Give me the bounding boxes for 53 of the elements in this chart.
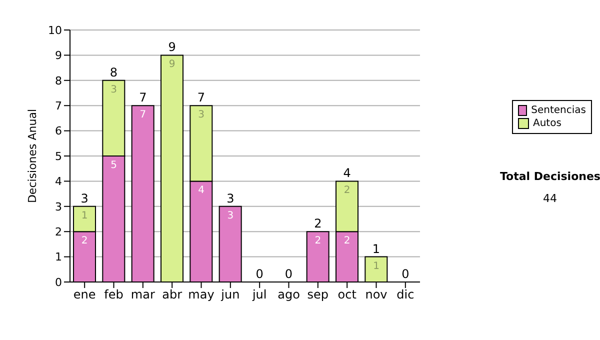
data-label: 4 [198,185,204,196]
x-tick-label: dic [396,288,414,302]
y-tick-label: 0 [55,276,62,289]
data-label: 1 [373,260,380,272]
total-label: 3 [80,191,88,206]
total-label: 9 [168,40,176,54]
y-tick-label: 9 [55,49,62,62]
data-label: 2 [344,185,350,196]
total-label: 7 [139,90,147,105]
y-tick-label: 6 [55,124,62,138]
y-axis-title: Decisiones Anual [26,108,39,204]
data-label: 2 [81,236,88,247]
x-tick-label: ago [278,288,300,302]
data-label: 9 [168,59,176,70]
y-tick-label: 4 [55,175,62,188]
total-label: 8 [110,65,118,80]
total-label: 3 [226,191,234,206]
x-tick-label: nov [365,288,388,302]
y-tick-label: 5 [55,150,62,163]
x-tick-label: jul [251,288,267,302]
text: Total Decisiones [500,170,600,183]
data-label: 7 [140,110,146,121]
total-label: 0 [402,267,410,281]
legend-label: Autos [533,117,562,130]
y-tick-label: 8 [55,74,62,88]
x-tick-label: sep [307,288,329,302]
legend-label: Sentencias [531,104,586,117]
x-tick-label: jun [220,288,240,302]
total-label: 2 [314,216,322,231]
y-tick-label: 2 [55,226,62,239]
total-label: 0 [284,267,293,281]
text: 44 [542,192,558,205]
data-label: 3 [198,110,204,121]
x-tick-label: abr [162,288,182,302]
x-tick-label: ene [73,288,96,302]
total-label: 7 [197,90,206,105]
data-label: 3 [227,210,234,222]
data-label: 3 [110,84,117,96]
x-tick-label: feb [104,288,124,302]
data-label: 2 [314,236,322,247]
data-label: 1 [81,210,88,222]
y-tick-label: 3 [55,200,62,214]
x-tick-label: may [188,288,214,302]
total-label: 4 [343,166,351,180]
y-tick-label: 7 [55,100,62,113]
data-label: 2 [344,236,350,247]
total-label: 0 [256,267,264,281]
y-tick-label: 1 [55,250,62,264]
x-tick-label: mar [130,288,155,302]
data-label: 5 [110,160,117,171]
total-label: 1 [372,242,380,256]
y-tick-label: 10 [48,24,62,37]
x-tick-label: oct [338,288,357,302]
